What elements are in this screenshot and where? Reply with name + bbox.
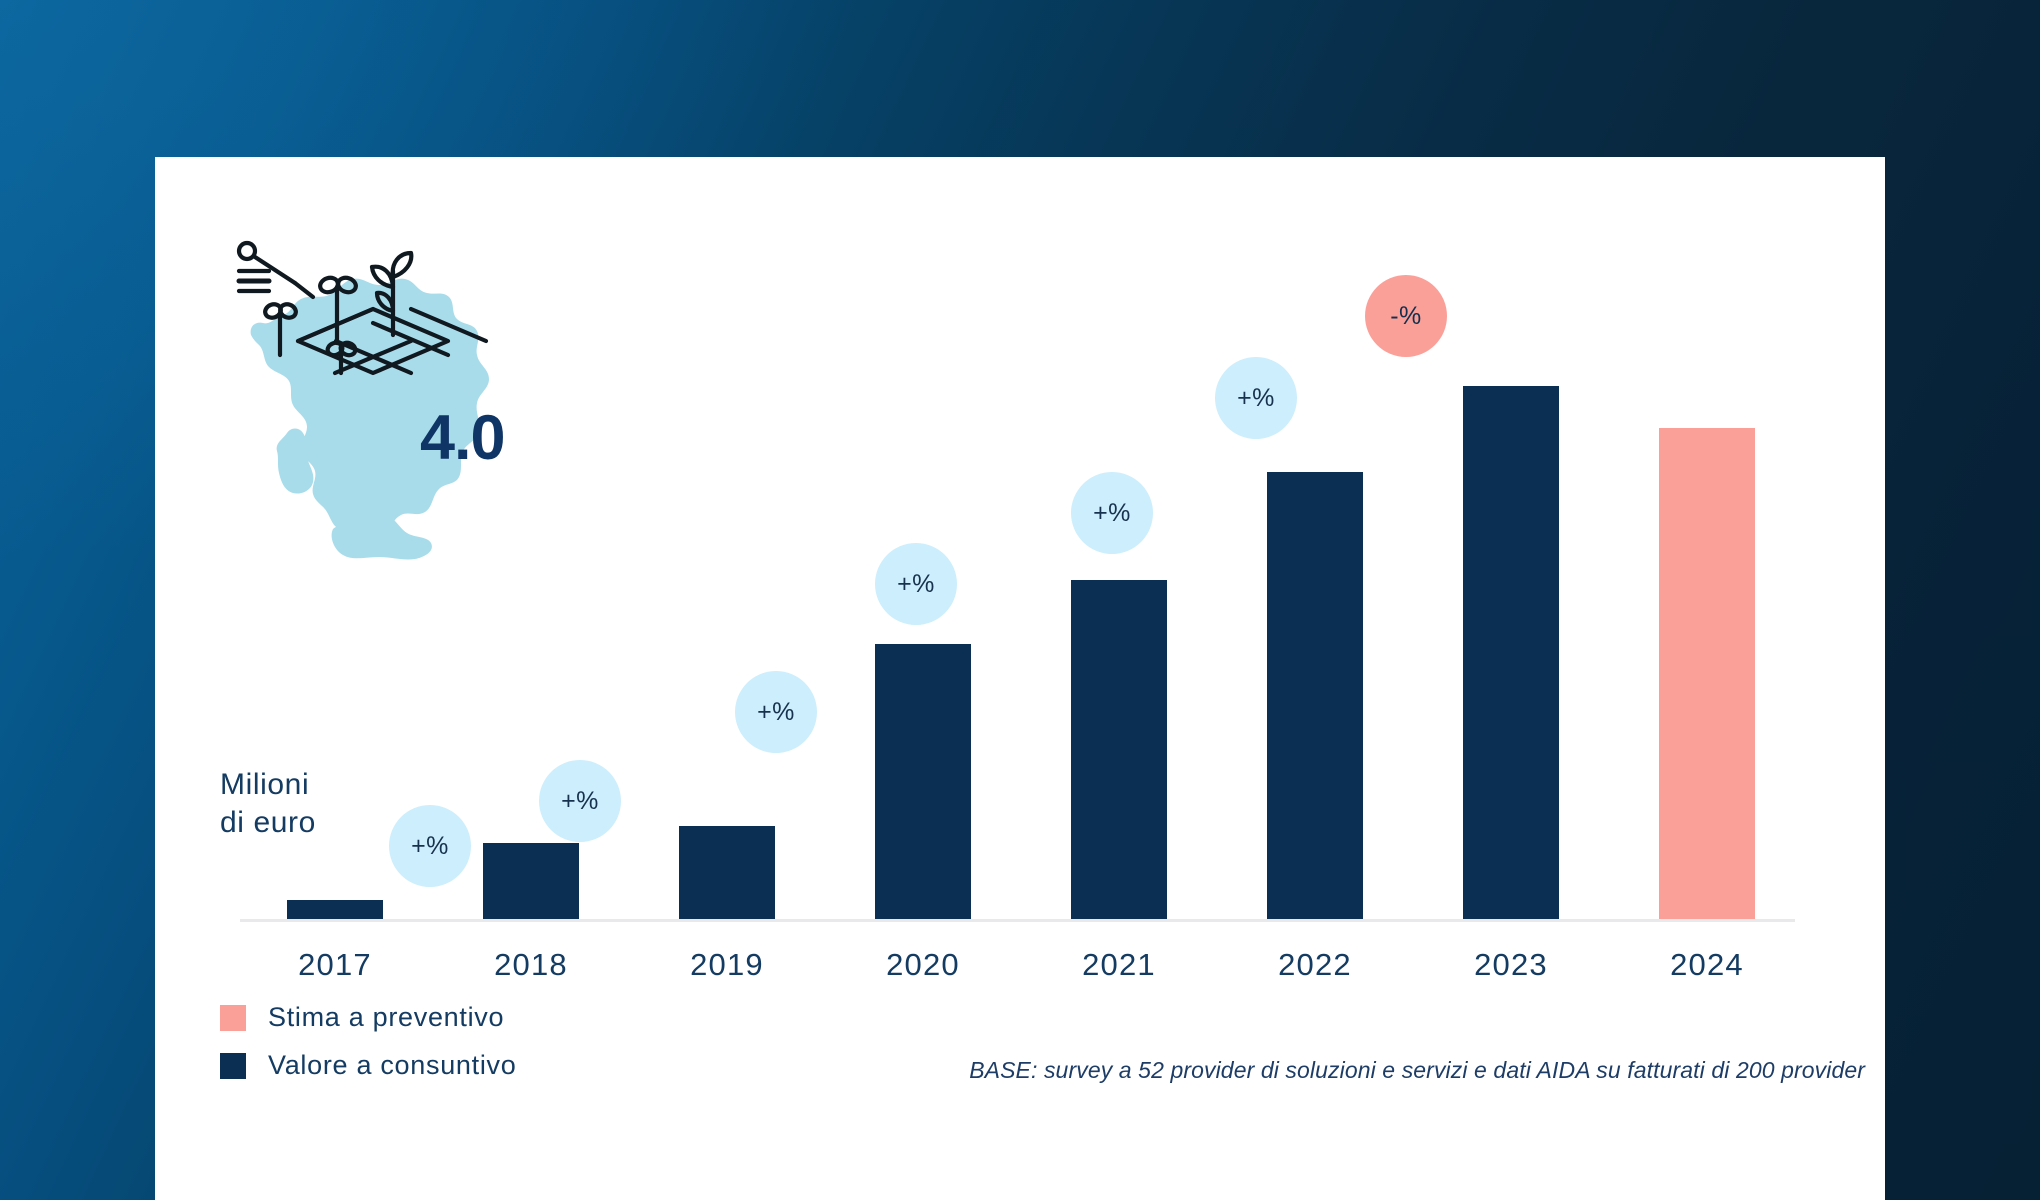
growth-bubble-2022-2023[interactable]: +%: [1215, 357, 1297, 439]
unit-label-line-2: di euro: [220, 806, 316, 840]
chart-legend: Stima a preventivo Valore a consuntivo: [220, 1002, 516, 1098]
x-tick-2023: 2023: [1474, 947, 1548, 982]
x-tick-2022: 2022: [1278, 947, 1352, 982]
legend-swatch-consuntivo: [220, 1052, 246, 1079]
logo-version-text: 4.0: [420, 403, 506, 473]
sardinia-shape: [276, 428, 314, 494]
x-tick-2019: 2019: [690, 947, 764, 982]
x-tick-2021: 2021: [1082, 947, 1156, 982]
legend-item-consuntivo[interactable]: Valore a consuntivo: [220, 1050, 516, 1081]
bar-chart-plot: +% +% +% +% +% +% -% 2017 2018 2019 2020…: [155, 157, 1885, 1200]
growth-bubble-2019-2020[interactable]: +%: [735, 671, 817, 753]
legend-item-preventivo[interactable]: Stima a preventivo: [220, 1002, 516, 1033]
bar-2021[interactable]: [1071, 580, 1167, 919]
growth-bubble-2023-2024[interactable]: -%: [1365, 275, 1447, 357]
bar-2022[interactable]: [1267, 472, 1363, 919]
agrifood-4-0-logo: 4.0: [235, 237, 525, 567]
sicily-shape: [331, 514, 432, 560]
italy-map-shape: [250, 278, 489, 532]
x-tick-2018: 2018: [494, 947, 568, 982]
growth-bubble-2017-2018[interactable]: +%: [389, 805, 471, 887]
legend-swatch-preventivo: [220, 1004, 246, 1031]
bar-2020[interactable]: [875, 644, 971, 919]
growth-bubble-2020-2021[interactable]: +%: [875, 543, 957, 625]
agrifood-icon-lineart: [236, 240, 489, 376]
x-tick-2017: 2017: [298, 947, 372, 982]
bar-2023[interactable]: [1463, 386, 1559, 919]
growth-bubble-2021-2022[interactable]: +%: [1071, 472, 1153, 554]
bar-2018[interactable]: [483, 843, 579, 919]
bar-2024[interactable]: [1659, 428, 1755, 919]
chart-footnote: BASE: survey a 52 provider di soluzioni …: [969, 1057, 1865, 1083]
chart-card: 4.0 +% +% +% +% +% +% -% 2017 2018 2019 …: [155, 157, 1885, 1200]
bar-2017[interactable]: [287, 900, 383, 919]
x-axis-line: [240, 919, 1795, 922]
x-tick-2024: 2024: [1670, 947, 1744, 982]
bar-2019[interactable]: [679, 826, 775, 919]
x-tick-2020: 2020: [886, 947, 960, 982]
legend-label-preventivo: Stima a preventivo: [268, 1002, 505, 1032]
unit-label-line-1: Milioni: [220, 768, 310, 801]
legend-label-consuntivo: Valore a consuntivo: [268, 1050, 517, 1080]
growth-bubble-2018-2019[interactable]: +%: [539, 760, 621, 842]
y-axis-unit-label: Milioni di euro: [220, 766, 316, 842]
